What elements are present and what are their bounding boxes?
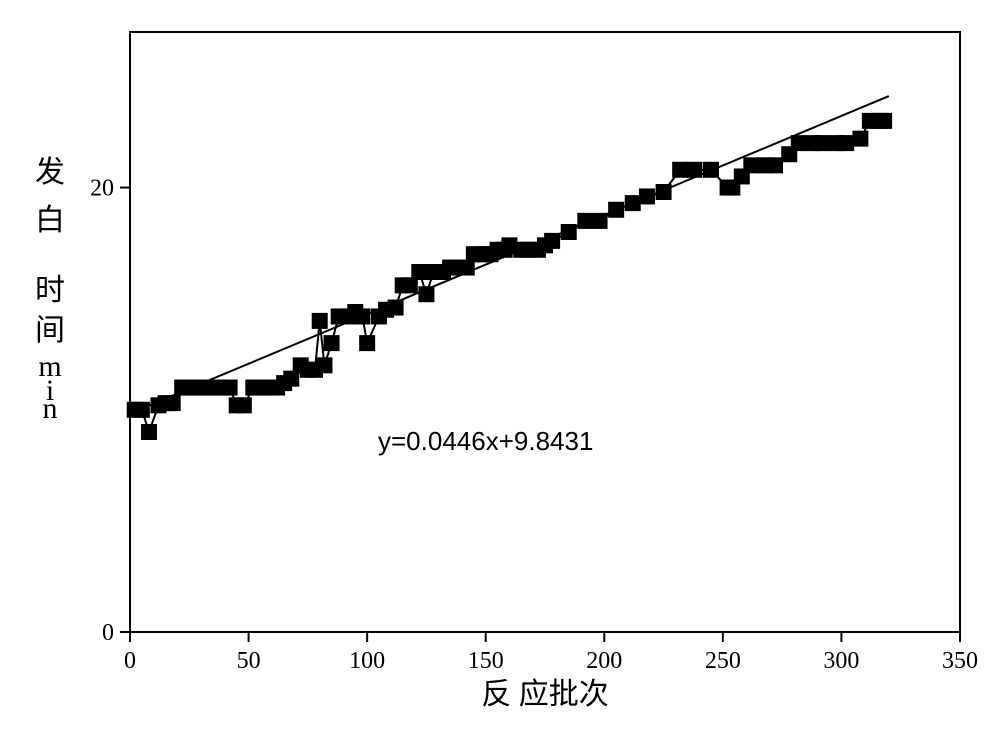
y-axis-ticks: 0 20 <box>90 176 130 646</box>
data-point <box>312 313 328 329</box>
x-axis-ticks: 0 50 100 150 200 250 300 350 <box>124 632 978 674</box>
svg-text:50: 50 <box>237 648 261 674</box>
data-point <box>324 335 340 351</box>
plot-frame <box>130 32 960 632</box>
data-point <box>141 424 157 440</box>
data-point <box>411 264 427 280</box>
data-point <box>672 162 688 178</box>
svg-text:0: 0 <box>124 648 136 674</box>
svg-text:时: 时 <box>35 274 65 307</box>
data-point <box>876 113 892 129</box>
fit-line <box>130 96 889 413</box>
svg-text:150: 150 <box>468 648 504 674</box>
svg-text:350: 350 <box>942 648 978 674</box>
data-point <box>743 157 759 173</box>
svg-text:100: 100 <box>349 648 385 674</box>
data-point <box>359 335 375 351</box>
data-point <box>852 131 868 147</box>
svg-text:20: 20 <box>90 176 114 202</box>
svg-text:白: 白 <box>35 204 65 237</box>
equation-text: y=0.0446x+9.8431 <box>378 426 593 456</box>
data-point <box>814 135 830 151</box>
svg-text:n: n <box>43 392 58 425</box>
svg-text:200: 200 <box>586 648 622 674</box>
svg-text:250: 250 <box>705 648 741 674</box>
svg-text:发: 发 <box>35 156 65 189</box>
data-markers <box>127 113 892 440</box>
data-point <box>316 357 332 373</box>
chart-container: 0 50 100 150 200 250 300 350 0 20 y=0.0446x+9.84… <box>0 0 1000 740</box>
data-point <box>236 397 252 413</box>
svg-text:300: 300 <box>823 648 859 674</box>
data-point <box>791 135 807 151</box>
x-axis-label: 反 应批次 <box>481 678 609 711</box>
svg-text:0: 0 <box>102 620 114 646</box>
data-point <box>222 380 238 396</box>
svg-text:间: 间 <box>35 314 65 347</box>
data-point <box>767 157 783 173</box>
data-point <box>838 135 854 151</box>
chart-svg: 0 50 100 150 200 250 300 350 0 20 y=0.0446x+9.84… <box>0 0 1000 740</box>
y-axis-label: 发白时间min <box>35 156 65 425</box>
